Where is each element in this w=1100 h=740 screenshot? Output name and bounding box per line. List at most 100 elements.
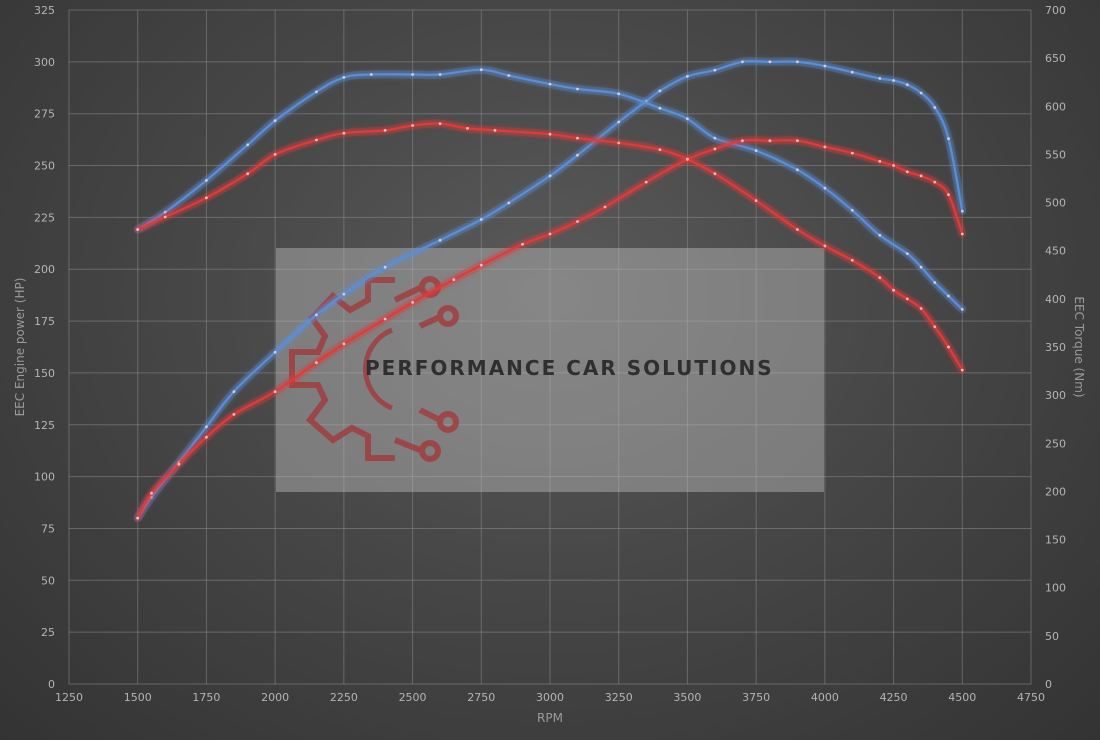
x-tick-label: 3500 bbox=[673, 691, 701, 704]
series-point bbox=[919, 265, 923, 269]
series-point bbox=[150, 496, 153, 499]
series-point bbox=[205, 425, 208, 429]
series-point bbox=[273, 350, 277, 354]
series-point bbox=[438, 238, 442, 242]
series-point bbox=[342, 292, 346, 296]
y-right-tick-label: 600 bbox=[1045, 100, 1066, 113]
series-point bbox=[479, 218, 483, 221]
series-point bbox=[796, 168, 799, 172]
series-point bbox=[754, 199, 758, 203]
x-tick-label: 1500 bbox=[124, 691, 152, 704]
series-point bbox=[933, 281, 937, 284]
series-point bbox=[493, 129, 497, 132]
series-point bbox=[823, 64, 827, 68]
series-point bbox=[823, 186, 827, 190]
series-point bbox=[713, 68, 717, 72]
series-point bbox=[576, 220, 579, 223]
series-point bbox=[878, 160, 882, 163]
series-point bbox=[644, 180, 648, 184]
series-point bbox=[411, 301, 414, 304]
series-point bbox=[933, 180, 937, 184]
series-point bbox=[878, 276, 882, 280]
y-right-tick-label: 550 bbox=[1045, 148, 1066, 161]
series-point bbox=[741, 139, 744, 143]
series-point bbox=[576, 153, 579, 157]
series-point bbox=[136, 228, 140, 231]
series-point bbox=[947, 137, 950, 141]
y-left-tick-label: 250 bbox=[34, 160, 55, 173]
series-point bbox=[796, 139, 799, 143]
y-right-tick-label: 350 bbox=[1045, 341, 1066, 354]
series-point bbox=[947, 294, 950, 298]
series-point bbox=[479, 263, 483, 267]
x-tick-label: 1750 bbox=[192, 691, 220, 704]
series-point bbox=[136, 516, 140, 520]
series-point bbox=[768, 60, 772, 64]
series-point bbox=[411, 124, 414, 127]
y-left-tick-label: 125 bbox=[34, 419, 55, 432]
series-point bbox=[548, 174, 552, 178]
series-point bbox=[521, 242, 524, 246]
x-tick-label: 4250 bbox=[880, 691, 908, 704]
y-left-tick-label: 0 bbox=[48, 678, 55, 691]
y-right-tick-label: 700 bbox=[1045, 4, 1066, 17]
y-axis-left-title: EEC Engine power (HP) bbox=[13, 278, 27, 417]
series-point bbox=[713, 147, 717, 151]
y-left-tick-label: 150 bbox=[34, 367, 55, 380]
series-point bbox=[919, 174, 923, 178]
series-point bbox=[576, 136, 579, 140]
series-point bbox=[960, 232, 964, 236]
series-point bbox=[933, 106, 937, 109]
y-left-tick-label: 50 bbox=[41, 574, 55, 587]
series-point bbox=[315, 90, 318, 94]
watermark-text: PERFORMANCE CAR SOLUTIONS bbox=[365, 356, 774, 380]
y-left-tick-label: 100 bbox=[34, 471, 55, 484]
y-right-tick-label: 250 bbox=[1045, 437, 1066, 450]
series-point bbox=[892, 79, 895, 82]
series-point bbox=[150, 491, 153, 495]
series-point bbox=[163, 215, 167, 219]
series-layer bbox=[133, 57, 967, 523]
series-point bbox=[823, 145, 827, 149]
series-point bbox=[383, 129, 387, 132]
series-point bbox=[163, 210, 167, 214]
x-tick-label: 4750 bbox=[1017, 691, 1045, 704]
series-point bbox=[232, 413, 236, 416]
watermark: PERFORMANCE CAR SOLUTIONS bbox=[276, 248, 824, 492]
x-tick-label: 2000 bbox=[261, 691, 289, 704]
series-point bbox=[878, 77, 882, 80]
y-left-tick-label: 325 bbox=[34, 4, 55, 17]
series-point bbox=[205, 196, 208, 200]
x-tick-label: 4500 bbox=[948, 691, 976, 704]
series-point bbox=[617, 120, 621, 124]
series-point bbox=[658, 148, 662, 152]
series-point bbox=[741, 60, 744, 64]
series-point bbox=[754, 149, 758, 153]
series-point bbox=[933, 325, 937, 329]
series-point bbox=[686, 117, 689, 121]
series-point bbox=[658, 106, 662, 110]
series-point bbox=[658, 89, 662, 93]
y-right-tick-label: 0 bbox=[1045, 678, 1052, 691]
y-left-tick-label: 275 bbox=[34, 108, 55, 121]
x-tick-label: 4000 bbox=[811, 691, 839, 704]
series-point bbox=[617, 92, 621, 96]
series-point bbox=[411, 73, 414, 76]
series-point bbox=[850, 258, 854, 262]
series-point bbox=[273, 119, 277, 123]
series-point bbox=[576, 87, 579, 91]
y-left-tick-label: 200 bbox=[34, 263, 55, 276]
series-point bbox=[905, 252, 909, 256]
series-point bbox=[205, 435, 208, 439]
series-point bbox=[369, 73, 373, 76]
series-point bbox=[438, 122, 442, 125]
x-tick-label: 2250 bbox=[330, 691, 358, 704]
series-point bbox=[878, 233, 882, 237]
series-point bbox=[246, 172, 250, 176]
series-point bbox=[177, 462, 181, 466]
y-left-tick-label: 225 bbox=[34, 211, 55, 224]
y-axis-right-title: EEC Torque (Nm) bbox=[1072, 296, 1086, 397]
series-point bbox=[796, 228, 799, 231]
x-tick-label: 2750 bbox=[467, 691, 495, 704]
